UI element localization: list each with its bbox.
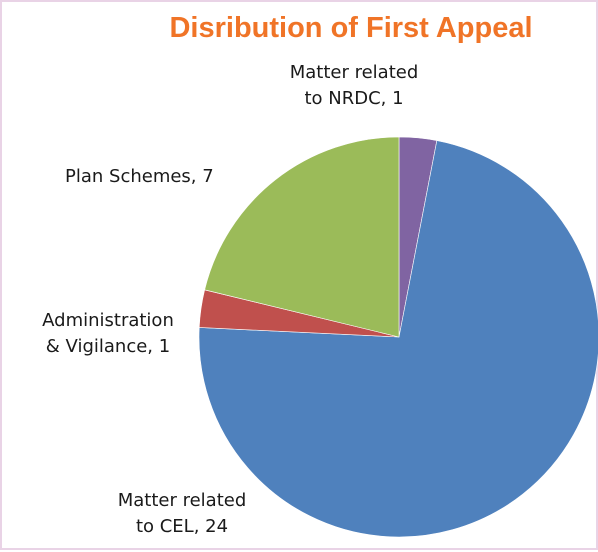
slice-plan-schemes (204, 136, 400, 338)
data-label-cel: Matter related to CEL, 24 (92, 488, 272, 540)
data-label-cel-line-1: Matter related (117, 490, 247, 511)
data-label-administration-line-1: Administration (42, 310, 174, 331)
pie-slices (198, 136, 598, 538)
slice-cel (198, 140, 598, 538)
data-label-nrdc-line-2: to NRDC, 1 (304, 88, 404, 109)
chart-title: Disribution of First Appeal (169, 12, 533, 44)
data-label-administration-line-2: & Vigilance, 1 (45, 336, 171, 357)
data-label-nrdc: Matter related to NRDC, 1 (280, 60, 428, 112)
data-label-administration: Administration & Vigilance, 1 (24, 308, 192, 360)
data-label-nrdc-line-1: Matter related (289, 62, 419, 83)
data-label-plan-schemes: Plan Schemes, 7 (65, 164, 214, 190)
data-label-cel-line-2: to CEL, 24 (135, 516, 229, 537)
data-label-plan-schemes-line-1: Plan Schemes, 7 (65, 166, 214, 187)
